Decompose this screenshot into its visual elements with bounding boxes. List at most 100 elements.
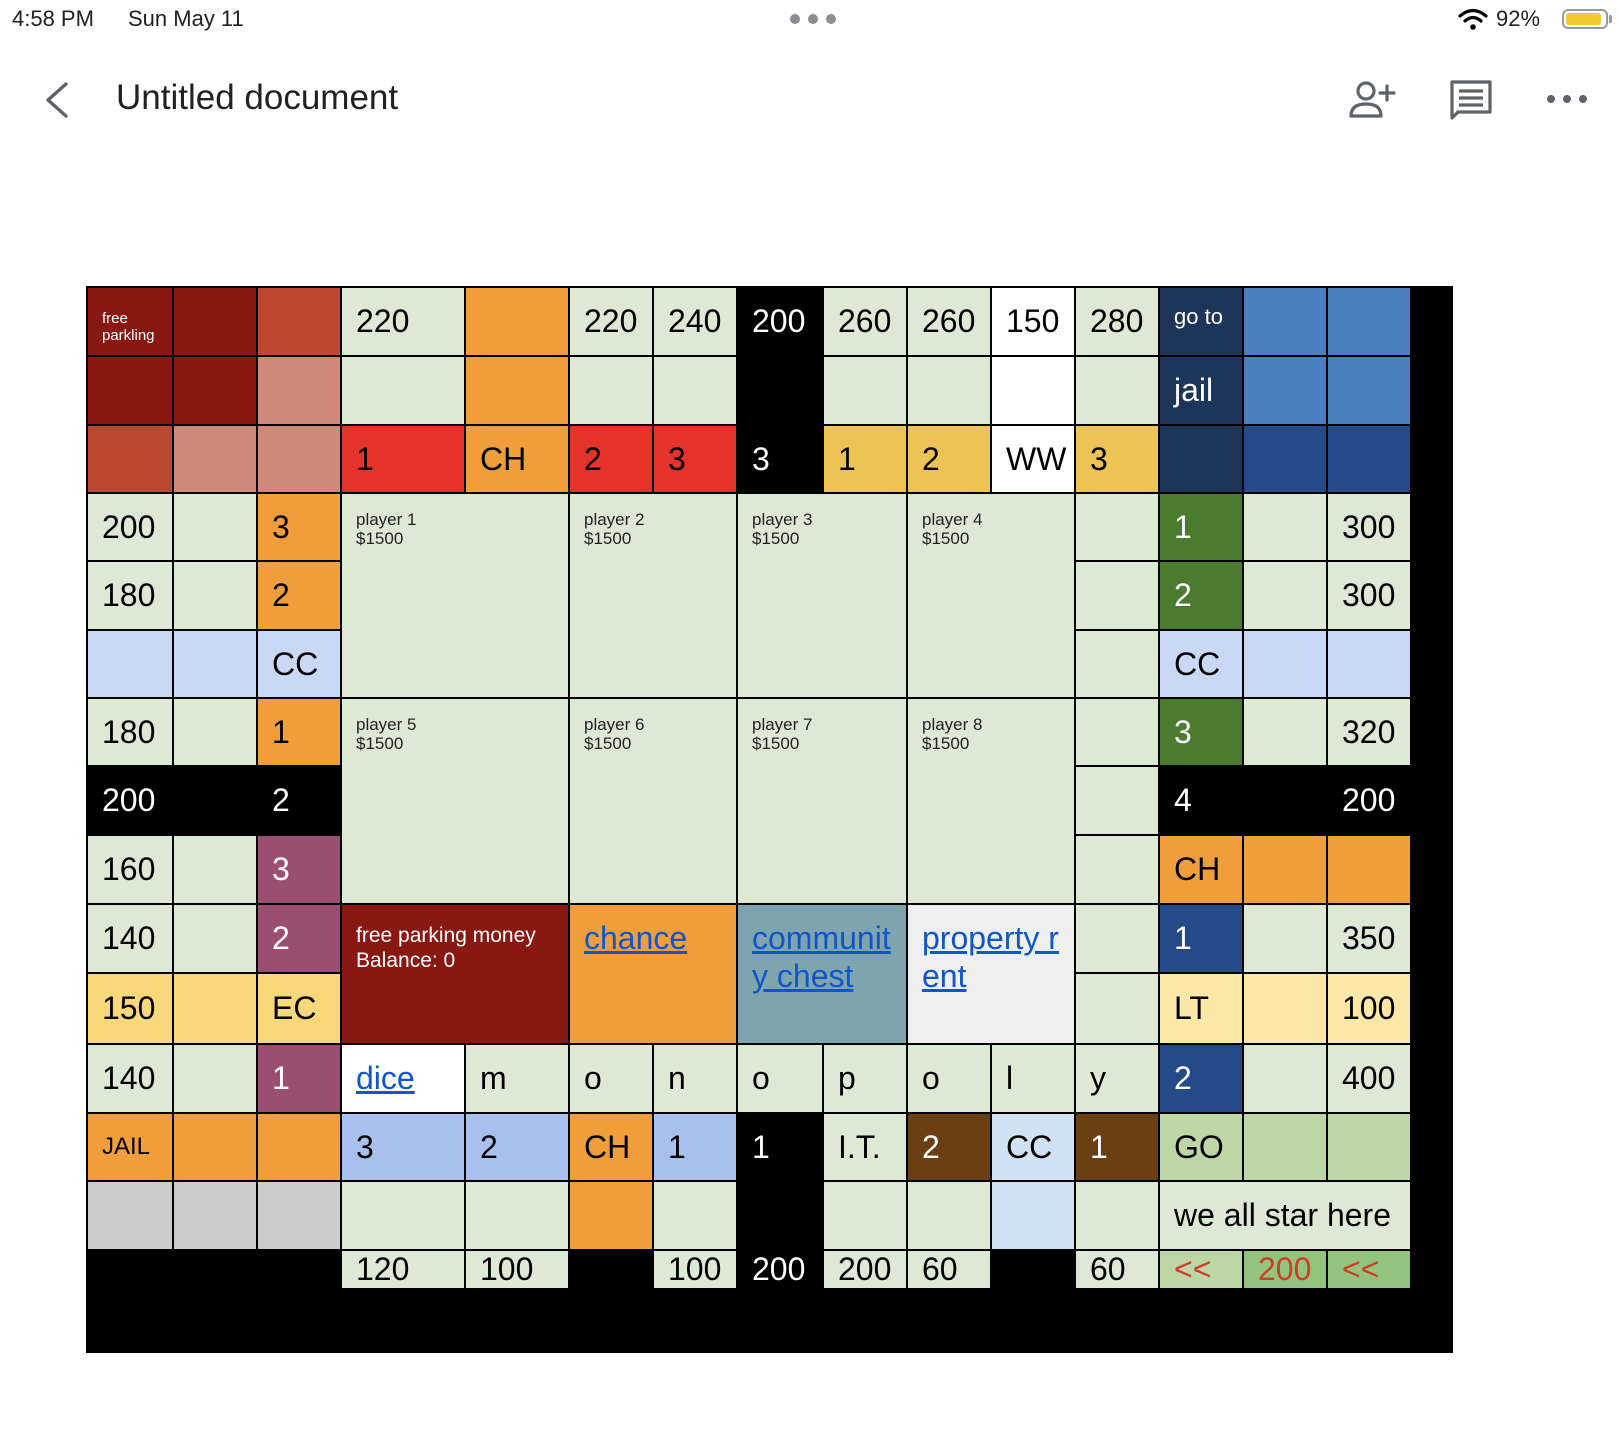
board-cell: WW [992,426,1076,494]
board-cell: 120 [342,1251,466,1290]
board-cell: 150 [88,974,174,1045]
board-cell [1160,426,1244,494]
add-person-icon[interactable] [1348,78,1396,120]
board-cell: 100 [654,1251,738,1290]
board-cell: I.T. [824,1114,908,1182]
cell-text: 2 [922,440,940,477]
board-cell: 3 [1076,426,1160,494]
comment-icon[interactable] [1448,78,1494,122]
board-cell: n [654,1045,738,1114]
cell-text: EC [272,990,317,1026]
board-cell: 180 [88,562,174,631]
start-note: we all star here [1160,1182,1412,1251]
cell-text: 220 [356,303,410,339]
cell-text: 120 [356,1251,410,1287]
board-cell: 4 [1160,767,1244,836]
cell-text[interactable]: dice [356,1060,415,1096]
board-cell [908,1182,992,1251]
board-cell: 2 [908,426,992,494]
board-cell [1244,426,1328,494]
player-6-panel: player 6 $1500 [570,699,738,905]
board-cell: CC [258,631,342,699]
document-title[interactable]: Untitled document [116,78,399,117]
board-cell: << [1328,1251,1412,1290]
board-cell [342,357,466,426]
cell-text: CC [1006,1128,1053,1165]
board-cell [88,1182,174,1251]
battery-nub [1609,15,1612,23]
board-cell [174,1182,258,1251]
board-cell [1076,1182,1160,1251]
block-label[interactable]: property rent [922,920,1059,994]
cell-text: 280 [1090,303,1144,339]
board-cell [258,1182,342,1251]
board-cell [1328,288,1412,357]
battery-percent: 92% [1496,6,1541,31]
status-time: 4:58 PM [12,6,94,31]
cell-text: 2 [584,440,602,477]
cell-text: 320 [1342,713,1396,750]
cell-text: 140 [102,920,156,956]
board-cell: 200 [88,767,174,836]
board-cell: o [738,1045,824,1114]
board-cell: 240 [654,288,738,357]
cell-text: GO [1174,1128,1224,1165]
board-cell [1244,288,1328,357]
board-cell [570,1251,654,1253]
board-cell [1244,631,1328,699]
cell-text: 140 [102,1060,156,1096]
cell-text: 150 [102,990,156,1026]
board-cell: CH [1160,836,1244,905]
board-cell: 200 [1244,1251,1328,1290]
cell-text: 180 [102,577,156,613]
more-horizontal-icon[interactable] [1546,88,1588,110]
multitask-dots-icon[interactable] [790,14,838,24]
block-label[interactable]: chance [584,920,688,956]
wifi-icon [1458,8,1488,30]
board-cell: 180 [88,699,174,767]
board-cell [1328,357,1412,426]
block-label[interactable]: community chest [752,920,891,994]
cell-text: 200 [752,303,806,339]
community-chest-link[interactable]: community chest [738,905,908,1045]
board-cell: GO [1160,1114,1244,1182]
board-cell [174,357,258,426]
board-cell [174,1114,258,1182]
board-cell: 3 [654,426,738,494]
board-cell [258,288,342,357]
cell-text: 60 [1090,1251,1126,1287]
cell-text: 1 [838,440,856,477]
board-cell[interactable]: dice [342,1045,466,1114]
board-cell: 60 [1076,1251,1160,1290]
cell-text: go to [1174,304,1223,329]
board-cell [1076,494,1160,562]
board-cell [908,357,992,426]
player-5-panel: player 5 $1500 [342,699,570,905]
chevron-left-icon[interactable] [38,78,78,122]
cell-text: 200 [752,1251,806,1287]
board-cell [1244,767,1328,836]
board-cell [466,288,570,357]
property-rent-link[interactable]: property rent [908,905,1076,1045]
cell-text: m [480,1060,507,1096]
board-cell: LT [1160,974,1244,1045]
cell-text: I.T. [838,1128,881,1165]
board-cell [1244,905,1328,974]
board-cell [1076,767,1160,836]
cell-text: WW [1006,440,1067,477]
board-cell: JAIL [88,1114,174,1182]
block-value: $1500 [584,734,632,753]
board-cell [1076,905,1160,974]
chance-link[interactable]: chance [570,905,738,1045]
board-cell [466,1182,570,1251]
cell-text: l [1006,1060,1014,1096]
board-cell [1076,562,1160,631]
monopoly-board-table: free parkling 220 220 240 200 260 260 150 280 go … [86,286,1453,1353]
board-cell [258,1251,342,1253]
board-cell [992,1251,1076,1253]
board-cell: go to [1160,288,1244,357]
player-8-panel: player 8 $1500 [908,699,1076,905]
block-label: player 7 [752,715,813,734]
board-cell [1076,836,1160,905]
board-cell: 2 [258,562,342,631]
